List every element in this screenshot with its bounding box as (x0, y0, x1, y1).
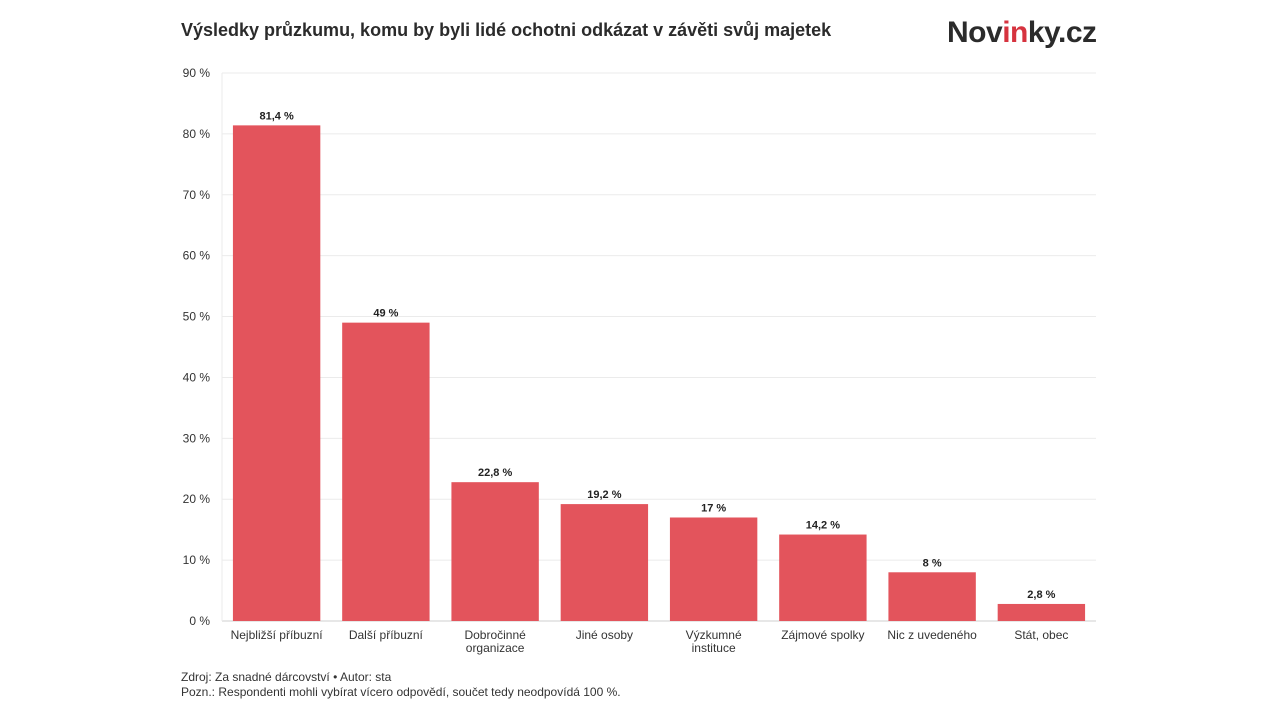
bars (232, 125, 1086, 621)
bar[interactable] (342, 322, 430, 621)
x-tick-label: Výzkumné (686, 628, 742, 642)
footnote: Pozn.: Respondenti mohli vybírat vícero … (181, 685, 621, 699)
bar[interactable] (669, 517, 758, 621)
bar[interactable] (997, 603, 1086, 621)
logo-text-suffix: ky.cz (1027, 16, 1097, 49)
x-tick-label: Jiné osoby (576, 628, 633, 642)
bar-chart: 0 %10 %20 %30 %40 %50 %60 %70 %80 %90 % … (183, 66, 1096, 655)
y-axis: 0 % 10 % 20 % 30 % 40 % 50 % 60 % 70 % 80 % 90 % (183, 66, 223, 628)
x-tick-label: instituce (692, 641, 736, 655)
x-tick-label: Nic z uvedeného (887, 628, 977, 642)
y-tick-label: 90 % (183, 66, 211, 80)
bar-value-label: 8 % (923, 557, 942, 569)
x-tick-label: Dobročinné (464, 628, 526, 642)
y-tick-label: 50 % (183, 310, 211, 324)
x-axis: Nejbližší příbuzní Další příbuzní Dobročin… (231, 628, 1069, 655)
bar-value-label: 49 % (373, 308, 398, 320)
y-tick-label: 30 % (183, 431, 211, 445)
y-tick-label: 70 % (183, 188, 211, 202)
x-tick-label: Zájmové spolky (781, 628, 864, 642)
x-tick-label: Další příbuzní (349, 628, 424, 642)
x-tick-label: organizace (466, 641, 525, 655)
bar-value-label: 2,8 % (1027, 589, 1055, 601)
bar[interactable] (232, 125, 321, 621)
x-tick-label: Stát, obec (1014, 628, 1068, 642)
y-tick-label: 20 % (183, 492, 211, 506)
bar-value-label: 81,4 % (260, 110, 294, 122)
y-tick-label: 0 % (189, 614, 210, 628)
bar[interactable] (779, 534, 867, 621)
chart-title: Výsledky průzkumu, komu by byli lidé och… (181, 20, 832, 40)
bar-value-label: 22,8 % (478, 467, 512, 479)
bar-value-label: 19,2 % (587, 489, 621, 501)
bar[interactable] (888, 572, 976, 621)
logo-text-accent: in (1002, 16, 1028, 49)
y-tick-label: 10 % (183, 553, 211, 567)
bar-value-label: 17 % (701, 502, 726, 514)
y-tick-label: 60 % (183, 249, 211, 263)
x-tick-label: Nejbližší příbuzní (231, 628, 324, 642)
bar[interactable] (451, 482, 539, 621)
bar[interactable] (560, 504, 649, 621)
y-tick-label: 80 % (183, 127, 211, 141)
novinky-logo[interactable]: Novinky.cz (947, 16, 1097, 50)
bar-value-label: 14,2 % (806, 520, 840, 532)
y-tick-label: 40 % (183, 370, 211, 384)
value-labels: 81,4 % 49 % 22,8 % 19,2 % 17 % 14,2 % 8 % 2,8 % (260, 110, 1056, 601)
source-note: Zdroj: Za snadné dárcovství • Autor: sta (181, 670, 392, 684)
logo-text-prefix: Nov (947, 16, 1003, 49)
